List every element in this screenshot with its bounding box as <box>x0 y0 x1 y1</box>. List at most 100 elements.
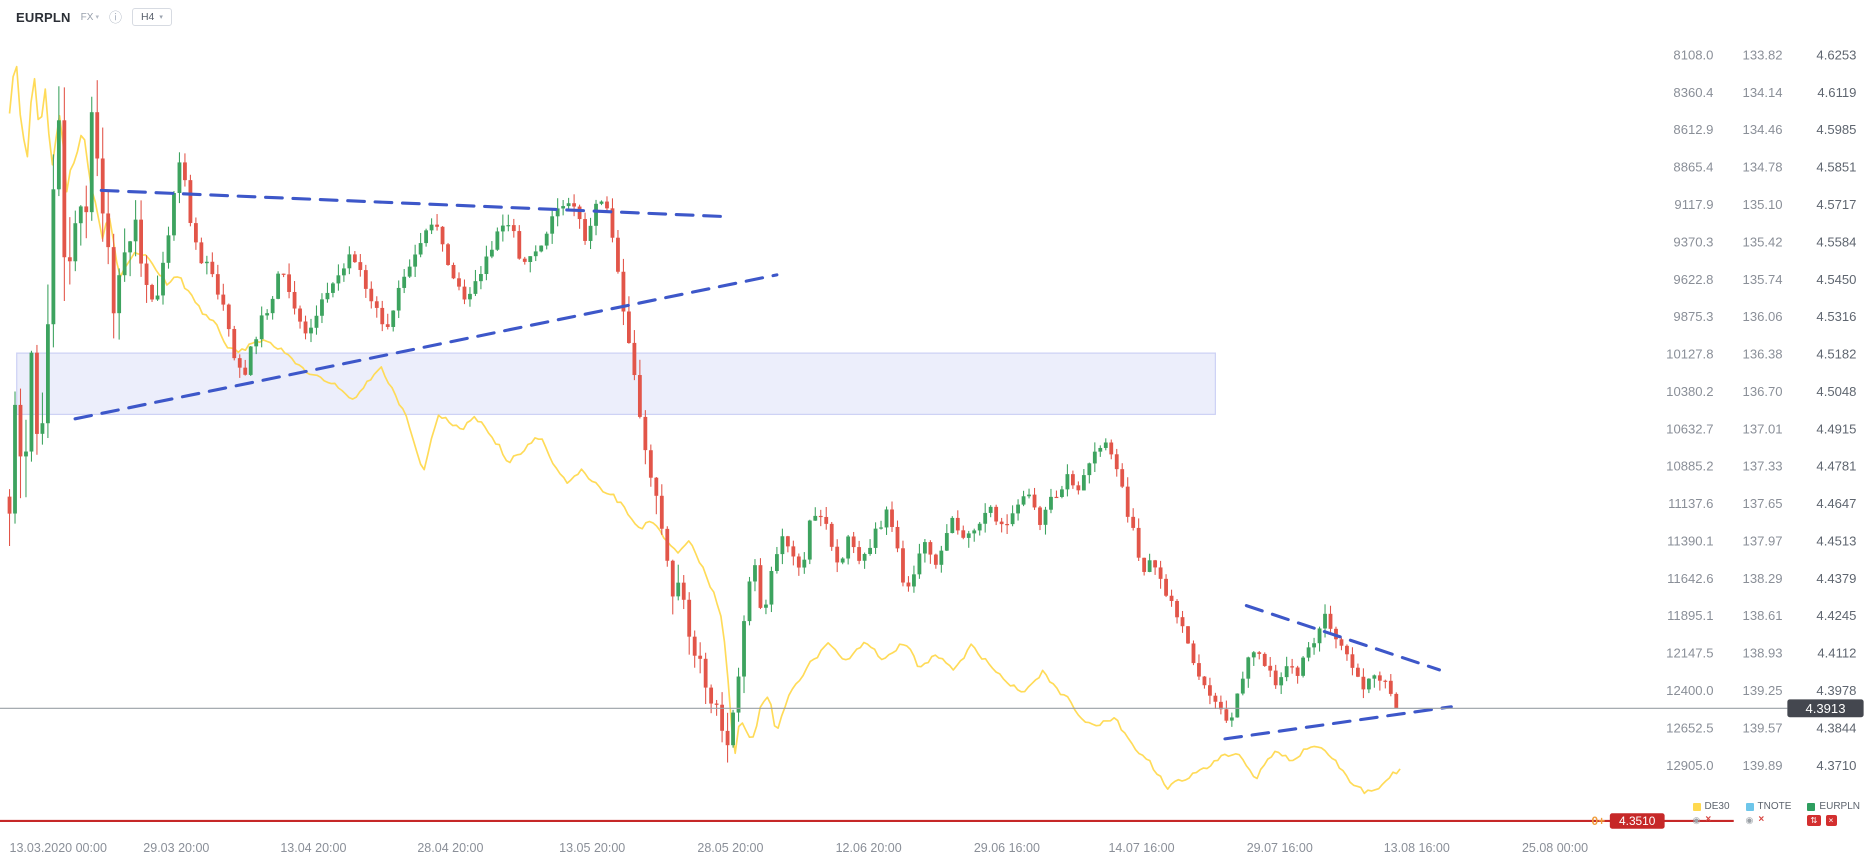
time-tick-label: 13.05 20:00 <box>559 841 625 855</box>
axis-tick-label: 4.4781 <box>1816 459 1856 474</box>
axis-tick-label: 10380.2 <box>1666 384 1713 399</box>
axis-tick-label: 138.93 <box>1743 646 1783 661</box>
eye-icon[interactable]: ◉ <box>1745 814 1754 825</box>
axis-tick-label: 133.82 <box>1743 47 1783 62</box>
axis-tick-label: 11895.1 <box>1667 608 1713 623</box>
axis-tick-label: 12400.0 <box>1666 683 1713 698</box>
de30-label: DE30 <box>1704 801 1730 812</box>
axis-tick-label: 11642.6 <box>1667 571 1713 586</box>
axis-tick-label: 135.74 <box>1743 272 1783 287</box>
axis-tick-label: 4.5182 <box>1816 347 1856 362</box>
axis-tick-label: 8612.9 <box>1673 122 1713 137</box>
axis-tick-label: 10127.8 <box>1666 347 1713 362</box>
axis-tick-label: 9622.8 <box>1673 272 1713 287</box>
axis-tick-label: 4.4245 <box>1816 608 1856 623</box>
time-tick-label: 28.04 20:00 <box>417 841 483 855</box>
trendline-annotation[interactable] <box>1244 604 1441 672</box>
tnote-color-swatch <box>1745 802 1754 811</box>
price-axis-tnote[interactable]: 133.82 134.14 134.46 134.78 135.10 135.42 135.… <box>1743 47 1783 772</box>
axis-tick-label: 136.70 <box>1743 384 1783 399</box>
axis-tick-label: 11137.6 <box>1668 496 1713 511</box>
info-icon[interactable]: ⓘ <box>108 9 122 25</box>
axis-tick-label: 4.5851 <box>1816 160 1856 175</box>
axis-tick-label: 137.33 <box>1743 459 1783 474</box>
axis-tick-label: 4.5048 <box>1816 384 1856 399</box>
axis-tick-label: 134.78 <box>1743 160 1783 175</box>
close-icon[interactable]: × <box>1758 814 1765 825</box>
time-tick-label: 13.03.2020 00:00 <box>10 841 107 855</box>
axis-tick-label: 4.4513 <box>1816 534 1856 549</box>
axis-tick-label: 4.5717 <box>1816 197 1856 212</box>
axis-tick-label: 4.5450 <box>1816 272 1856 287</box>
de30-line-series <box>8 65 1401 795</box>
axis-tick-label: 139.25 <box>1743 683 1783 698</box>
eurpln-label: EURPLN <box>1819 801 1860 812</box>
axis-tick-label: 9370.3 <box>1673 234 1713 249</box>
axis-tick-label: 137.97 <box>1743 534 1783 549</box>
close-icon[interactable]: × <box>1825 815 1837 826</box>
time-tick-label: 29.06 16:00 <box>974 841 1040 855</box>
timeframe-label: H4 <box>140 11 155 23</box>
close-icon[interactable]: × <box>1705 814 1712 825</box>
time-tick-label: 13.04 20:00 <box>280 841 346 855</box>
axis-tick-label: 8865.4 <box>1673 160 1713 175</box>
axis-tick-label: 4.6253 <box>1816 47 1856 62</box>
horizontal-zone-annotation[interactable] <box>16 352 1216 416</box>
axis-tick-label: 9117.9 <box>1674 197 1713 212</box>
axis-tick-label: 137.65 <box>1743 496 1783 511</box>
axis-tick-label: 136.06 <box>1743 309 1783 324</box>
support-level-badge: 0+ 4.3510 <box>1591 813 1665 829</box>
svg-text:4.3913: 4.3913 <box>1805 701 1845 716</box>
price-axis-eurpln[interactable]: 4.6253 4.6119 4.5985 4.5851 4.5717 4.5584 4.54… <box>1816 47 1856 772</box>
time-tick-label: 25.08 00:00 <box>1522 841 1588 855</box>
axis-tick-label: 8108.0 <box>1673 47 1713 62</box>
trendline-annotation[interactable] <box>99 188 727 219</box>
eye-icon[interactable]: ◉ <box>1692 814 1701 825</box>
chevron-down-icon: ▾ <box>95 14 99 21</box>
axis-tick-label: 12905.0 <box>1666 758 1713 773</box>
axis-tick-label: 137.01 <box>1743 421 1783 436</box>
market-type-selector[interactable]: FX ▾ <box>81 12 99 23</box>
time-tick-label: 28.05 20:00 <box>697 841 763 855</box>
axis-tick-label: 8360.4 <box>1673 85 1713 100</box>
axis-tick-label: 4.5584 <box>1816 234 1856 249</box>
axis-tick-label: 138.61 <box>1743 608 1783 623</box>
legend-item-de30: DE30 ◉ × <box>1692 801 1730 826</box>
trendline-annotation[interactable] <box>1223 705 1453 741</box>
axis-tick-label: 12652.5 <box>1666 720 1713 735</box>
time-tick-label: 29.03 20:00 <box>143 841 209 855</box>
axis-tick-label: 134.14 <box>1743 85 1783 100</box>
eurpln-candles <box>7 80 1399 763</box>
time-tick-label: 12.06 20:00 <box>836 841 902 855</box>
timeframe-button[interactable]: H4 ▾ <box>131 8 172 26</box>
axis-tick-label: 139.89 <box>1743 758 1783 773</box>
axis-tick-label: 4.5985 <box>1816 122 1856 137</box>
axis-tick-label: 12147.5 <box>1666 646 1713 661</box>
time-tick-label: 29.07 16:00 <box>1247 841 1313 855</box>
trendline-annotation[interactable] <box>73 273 779 421</box>
position-marker-label: 0+ <box>1591 814 1605 828</box>
price-axis-de30[interactable]: 8108.0 8360.4 8612.9 8865.4 9117.9 9370.3 9622… <box>1666 47 1713 772</box>
symbol-name: EURPLN <box>16 9 71 25</box>
legend-item-tnote: TNOTE ◉ × <box>1745 801 1792 826</box>
axis-tick-label: 11390.1 <box>1667 534 1713 549</box>
axis-tick-label: 9875.3 <box>1673 309 1713 324</box>
axis-tick-label: 136.38 <box>1743 347 1783 362</box>
axis-tick-label: 4.4112 <box>1817 646 1856 661</box>
tnote-label: TNOTE <box>1757 801 1792 812</box>
axis-tick-label: 4.4647 <box>1816 496 1856 511</box>
time-tick-label: 13.08 16:00 <box>1384 841 1450 855</box>
time-tick-label: 14.07 16:00 <box>1108 841 1174 855</box>
time-axis[interactable]: 13.03.2020 00:00 29.03 20:00 13.04 20:00 28… <box>10 841 1589 855</box>
axis-tick-label: 10632.7 <box>1666 421 1713 436</box>
sliders-icon[interactable]: ⇅ <box>1807 815 1821 826</box>
instrument-legend: DE30 ◉ × TNOTE ◉ × EURPLN ⇅ <box>1692 801 1860 826</box>
axis-tick-label: 135.42 <box>1743 234 1783 249</box>
de30-color-swatch <box>1692 802 1701 811</box>
market-type-label: FX <box>80 11 94 23</box>
chart-header: EURPLN FX ▾ ⓘ H4 ▾ <box>16 8 172 26</box>
axis-tick-label: 10885.2 <box>1666 459 1713 474</box>
eurpln-color-swatch <box>1807 802 1816 811</box>
